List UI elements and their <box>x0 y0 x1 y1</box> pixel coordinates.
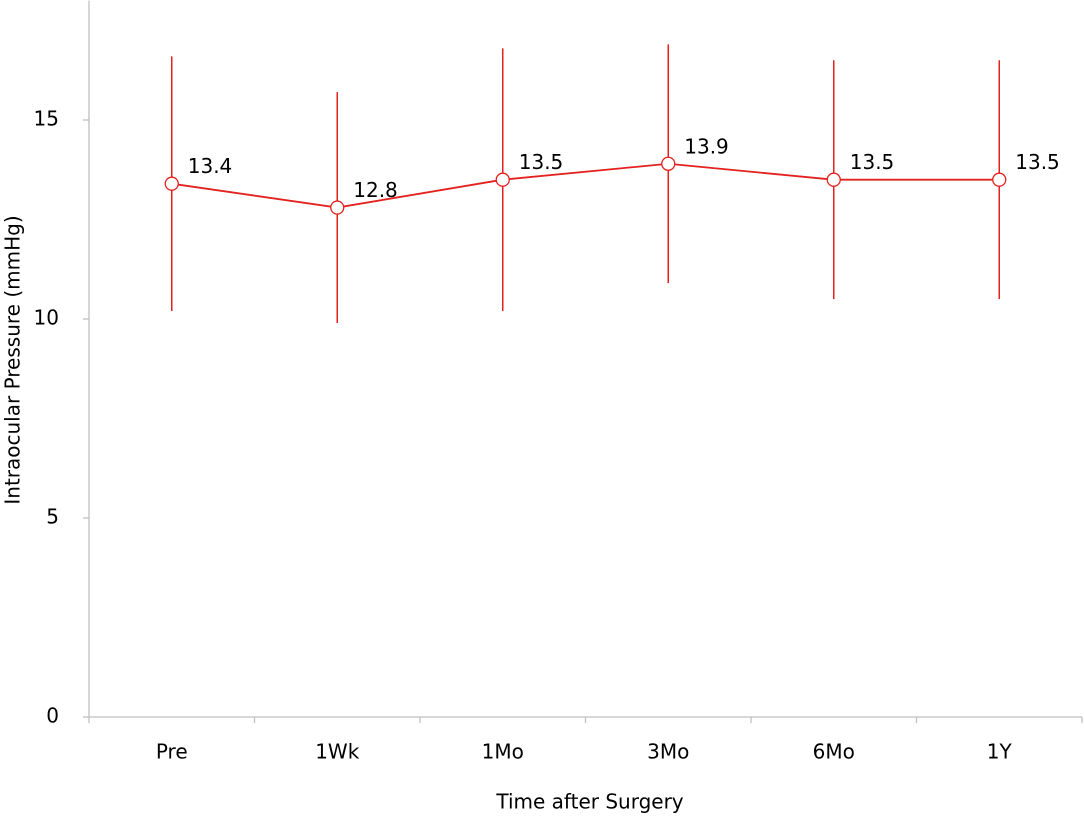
x-tick-label: 1Y <box>987 740 1013 764</box>
y-tick-label: 0 <box>46 704 59 728</box>
data-line <box>171 162 1000 209</box>
x-tick-label: 1Wk <box>315 740 360 764</box>
y-axis-title: Intraocular Pressure (mmHg) <box>1 215 25 504</box>
data-point <box>495 172 510 187</box>
data-point <box>992 172 1007 187</box>
data-point <box>164 176 179 191</box>
data-label: 13.5 <box>850 150 895 174</box>
data-point <box>661 156 676 171</box>
x-tick-label: 6Mo <box>813 740 855 764</box>
data-label: 13.4 <box>188 154 233 178</box>
data-point <box>330 200 345 215</box>
data-label: 13.5 <box>1015 150 1060 174</box>
data-point <box>826 172 841 187</box>
data-label: 13.9 <box>684 134 729 158</box>
y-tick-label: 10 <box>34 306 59 330</box>
x-tick-label: 1Mo <box>482 740 524 764</box>
y-tick-label: 5 <box>46 505 59 529</box>
x-tick-label: Pre <box>156 740 188 764</box>
x-tick-label: 3Mo <box>647 740 689 764</box>
data-label: 13.5 <box>519 150 564 174</box>
y-tick-label: 15 <box>34 107 59 131</box>
x-axis-title: Time after Surgery <box>495 790 683 814</box>
data-label: 12.8 <box>353 178 398 202</box>
